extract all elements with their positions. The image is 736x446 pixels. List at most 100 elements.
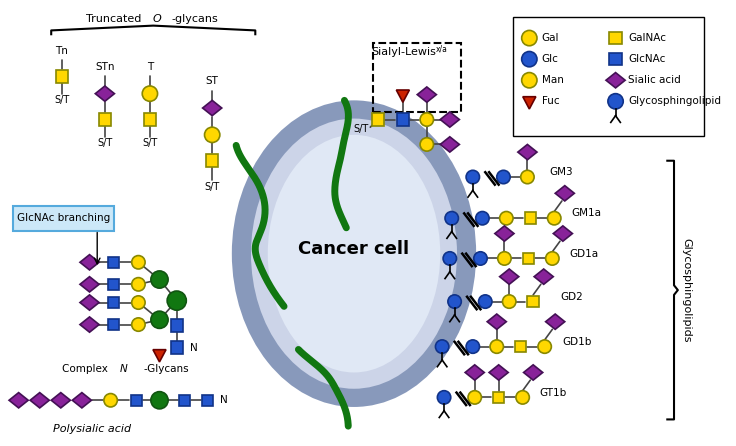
Circle shape xyxy=(497,170,510,184)
Circle shape xyxy=(478,295,492,308)
Text: O: O xyxy=(152,14,161,24)
Circle shape xyxy=(516,391,529,404)
Bar xyxy=(107,319,119,330)
Text: S/T: S/T xyxy=(353,124,368,134)
Bar xyxy=(515,341,526,352)
Circle shape xyxy=(445,211,459,225)
Circle shape xyxy=(437,391,450,404)
Text: Tn: Tn xyxy=(55,45,68,56)
Bar xyxy=(107,256,119,268)
Polygon shape xyxy=(417,87,436,102)
Polygon shape xyxy=(489,365,509,380)
Ellipse shape xyxy=(268,135,440,372)
Circle shape xyxy=(132,296,145,309)
Polygon shape xyxy=(397,90,409,102)
Polygon shape xyxy=(553,226,573,241)
Polygon shape xyxy=(487,314,506,329)
Polygon shape xyxy=(534,269,553,284)
Text: GT1b: GT1b xyxy=(540,388,567,397)
Circle shape xyxy=(466,170,480,184)
Circle shape xyxy=(538,340,551,353)
Bar xyxy=(144,113,156,126)
Circle shape xyxy=(448,295,461,308)
Circle shape xyxy=(142,86,158,101)
Circle shape xyxy=(132,277,145,291)
Polygon shape xyxy=(52,392,71,408)
Circle shape xyxy=(522,30,537,46)
Text: GD1b: GD1b xyxy=(562,337,591,347)
Circle shape xyxy=(104,393,117,407)
Polygon shape xyxy=(80,277,99,292)
Circle shape xyxy=(475,211,489,225)
Polygon shape xyxy=(606,73,625,88)
Text: Glycosphingolipids: Glycosphingolipids xyxy=(682,238,691,343)
Text: GlcNAc: GlcNAc xyxy=(628,54,665,64)
Polygon shape xyxy=(95,86,115,101)
Text: GM1a: GM1a xyxy=(571,208,601,219)
Text: S/T: S/T xyxy=(54,95,69,105)
Ellipse shape xyxy=(232,100,476,407)
Polygon shape xyxy=(80,317,99,332)
Text: Cancer cell: Cancer cell xyxy=(298,240,409,258)
Circle shape xyxy=(132,318,145,331)
Text: Polysialic acid: Polysialic acid xyxy=(53,424,132,434)
Circle shape xyxy=(545,252,559,265)
Circle shape xyxy=(167,291,186,310)
Text: STn: STn xyxy=(95,62,115,72)
Circle shape xyxy=(466,340,480,353)
Text: Sialic acid: Sialic acid xyxy=(628,75,681,85)
Circle shape xyxy=(520,170,534,184)
Bar xyxy=(493,392,504,403)
Text: GD1a: GD1a xyxy=(570,249,598,259)
Text: GlcNAc branching: GlcNAc branching xyxy=(17,213,110,223)
Text: GM3: GM3 xyxy=(550,167,573,177)
Text: Sialyl-Lewis: Sialyl-Lewis xyxy=(371,47,436,58)
Circle shape xyxy=(522,51,537,67)
Circle shape xyxy=(500,211,513,225)
Circle shape xyxy=(548,211,561,225)
Polygon shape xyxy=(202,100,222,116)
Circle shape xyxy=(503,295,516,308)
Circle shape xyxy=(151,392,168,409)
Polygon shape xyxy=(153,350,166,362)
Circle shape xyxy=(132,256,145,269)
Ellipse shape xyxy=(251,119,457,389)
Text: Glycosphingolipid: Glycosphingolipid xyxy=(628,96,721,106)
Text: Man: Man xyxy=(542,75,564,85)
Circle shape xyxy=(436,340,449,353)
Circle shape xyxy=(420,113,434,126)
Bar xyxy=(179,395,190,406)
Polygon shape xyxy=(545,314,565,329)
Text: Fuc: Fuc xyxy=(542,96,559,106)
Bar xyxy=(99,113,111,126)
Text: N: N xyxy=(190,343,198,352)
Text: GD2: GD2 xyxy=(560,292,583,302)
Bar xyxy=(525,212,536,224)
Polygon shape xyxy=(440,137,459,152)
Circle shape xyxy=(490,340,503,353)
Bar xyxy=(372,113,384,126)
Circle shape xyxy=(522,73,537,88)
Polygon shape xyxy=(518,145,537,160)
Circle shape xyxy=(205,127,220,143)
Text: -glycans: -glycans xyxy=(172,14,219,24)
Polygon shape xyxy=(523,97,536,109)
Bar xyxy=(609,32,622,44)
Text: T: T xyxy=(146,62,153,72)
Circle shape xyxy=(420,138,434,151)
Bar xyxy=(523,253,534,264)
Text: S/T: S/T xyxy=(97,138,113,149)
Circle shape xyxy=(498,252,511,265)
Bar xyxy=(55,70,68,83)
Polygon shape xyxy=(440,112,459,127)
Text: -Glycans: -Glycans xyxy=(144,363,189,374)
Bar xyxy=(202,395,213,406)
Bar xyxy=(107,279,119,290)
Text: S/T: S/T xyxy=(142,138,158,149)
Polygon shape xyxy=(495,226,514,241)
Circle shape xyxy=(468,391,481,404)
Polygon shape xyxy=(465,365,484,380)
Polygon shape xyxy=(30,392,49,408)
Polygon shape xyxy=(555,186,574,201)
FancyBboxPatch shape xyxy=(513,17,704,136)
